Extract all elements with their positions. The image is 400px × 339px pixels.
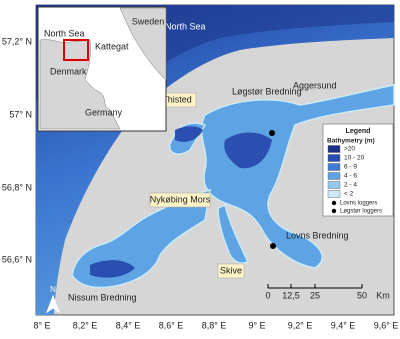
legend-label: 6 - 9: [344, 164, 357, 171]
legend-subtitle: Bathymetry (m): [327, 138, 375, 145]
lovns-logger: [270, 243, 276, 249]
legend-swatch: [327, 154, 341, 162]
place-label: Aggersund: [293, 80, 337, 90]
place-label: Lovns Bredning: [286, 230, 349, 240]
north-arrow: N: [45, 285, 61, 314]
lon-label: 9° E: [248, 320, 265, 330]
lat-label: 56,6° N: [2, 254, 32, 264]
place-label: North Sea: [165, 21, 206, 31]
legend-swatch: [327, 172, 341, 180]
inset-label: North Sea: [44, 28, 85, 38]
lon-label: 9,4° E: [331, 320, 356, 330]
lon-label: 8,4° E: [116, 320, 141, 330]
legend-label: Løgstør loggers: [340, 209, 382, 215]
place-label: Nykøbing Mors: [150, 194, 211, 204]
scale-label: 12,5: [282, 290, 300, 300]
lon-label: 9,2° E: [288, 320, 313, 330]
place-label: Thisted: [162, 94, 192, 104]
legend-swatch: [327, 163, 341, 171]
lat-label: 57,2° N: [2, 36, 32, 46]
scale-bar: 0 12,5 25 50 Km: [265, 284, 390, 300]
inset-label: Sweden: [132, 16, 165, 26]
lon-label: 8,6° E: [159, 320, 184, 330]
deep-water: [90, 126, 272, 278]
inset-label: Kattegat: [95, 41, 129, 51]
inset-label: Germany: [85, 107, 123, 117]
legend-swatch: [327, 181, 341, 189]
legend-label: < 2: [344, 191, 354, 198]
logstor-logger: [269, 130, 275, 136]
label-box: [149, 192, 211, 208]
legend-label: Lovns loggers: [340, 201, 377, 207]
legend-swatch: [327, 190, 341, 198]
lon-label: 8,2° E: [73, 320, 98, 330]
legend-marker: [331, 200, 337, 206]
legend-label: 4 - 6: [344, 173, 357, 180]
scale-label: 25: [310, 290, 320, 300]
lat-labels: 57,2° N 57° N 56,8° N 56,6° N: [2, 36, 32, 264]
lon-label: 8° E: [33, 320, 50, 330]
place-label: Nissum Bredning: [68, 292, 137, 302]
inset: Sweden North Sea Kattegat Denmark German…: [37, 6, 167, 132]
legend-marker: [331, 208, 337, 214]
scale-label: 0: [265, 290, 270, 300]
lat-label: 57° N: [9, 109, 32, 119]
legend: Legend Bathymetry (m) >20 10 - 20 6 - 9 4 -…: [322, 123, 394, 217]
place-label: Løgstør Bredning: [232, 86, 302, 96]
inset-highlight: [63, 39, 89, 61]
scale-label: 50: [357, 290, 367, 300]
legend-label: 2 - 4: [344, 182, 357, 189]
legend-title: Legend: [346, 128, 371, 135]
lon-labels: 8° E 8,2° E 8,4° E 8,6° E 8,8° E 9° E 9,2° E 9,…: [33, 320, 398, 330]
scale-unit: Km: [376, 290, 390, 300]
legend-swatch: [327, 145, 341, 153]
legend-label: 10 - 20: [344, 155, 365, 162]
lon-label: 8,8° E: [202, 320, 227, 330]
inset-label: Denmark: [50, 66, 87, 76]
lat-label: 56,8° N: [2, 182, 32, 192]
legend-label: >20: [344, 146, 355, 153]
place-label: Skive: [220, 265, 242, 275]
north-label: N: [50, 285, 56, 294]
label-box: [217, 263, 245, 279]
lon-label: 9,6° E: [374, 320, 399, 330]
